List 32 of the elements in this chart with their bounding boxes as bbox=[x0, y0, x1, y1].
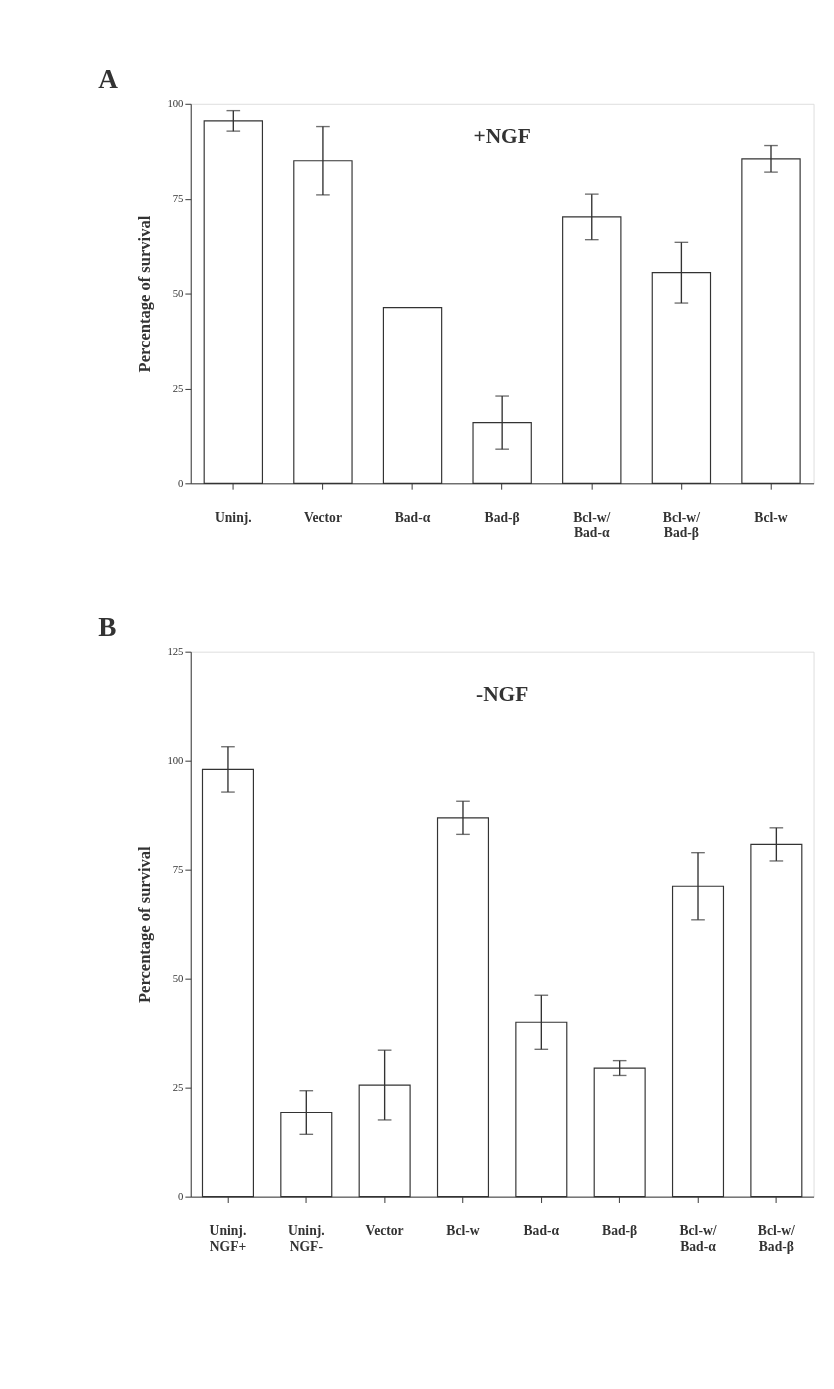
y-tick-label: 50 bbox=[172, 286, 184, 299]
y-axis-title: Percentage of survival bbox=[134, 845, 154, 1004]
y-tick-label: 100 bbox=[167, 754, 184, 767]
text: +NGF bbox=[473, 124, 531, 149]
text: -NGF bbox=[476, 681, 529, 706]
x-tick-label: Bad-β bbox=[602, 1223, 638, 1239]
x-tick-label: Uninj. bbox=[214, 509, 252, 525]
text: A bbox=[98, 64, 119, 95]
y-axis-title: Percentage of survival bbox=[134, 215, 154, 373]
x-tick-label: Bcl-w bbox=[754, 509, 788, 525]
x-tick-label: Bcl-w/ Bad-β bbox=[757, 1223, 796, 1254]
y-tick-label: 75 bbox=[172, 863, 184, 876]
y-tick-label: 0 bbox=[178, 1190, 184, 1203]
x-tick-label: Uninj. NGF- bbox=[287, 1223, 325, 1254]
text: B bbox=[98, 612, 117, 643]
x-tick-label: Bcl-w/ Bad-β bbox=[662, 509, 701, 541]
x-tick-label: Bad-α bbox=[394, 509, 431, 525]
x-tick-label: Bcl-w/ Bad-α bbox=[573, 509, 611, 541]
x-tick-label: Bad-β bbox=[484, 509, 520, 525]
x-tick-label: Vector bbox=[303, 509, 342, 525]
y-tick-label: 25 bbox=[172, 1081, 184, 1094]
y-tick-label: 125 bbox=[167, 645, 184, 658]
y-tick-label: 75 bbox=[172, 192, 184, 205]
x-tick-label: Uninj. NGF+ bbox=[209, 1223, 247, 1254]
y-tick-label: 100 bbox=[167, 97, 184, 110]
x-tick-label: Bad-α bbox=[523, 1223, 560, 1239]
y-tick-label: 25 bbox=[172, 381, 184, 394]
y-tick-label: 0 bbox=[178, 476, 184, 489]
x-tick-label: Bcl-w/ Bad-α bbox=[679, 1223, 717, 1254]
x-tick-label: Vector bbox=[365, 1223, 404, 1239]
x-tick-label: Bcl-w bbox=[446, 1223, 480, 1239]
y-tick-label: 50 bbox=[172, 972, 184, 985]
